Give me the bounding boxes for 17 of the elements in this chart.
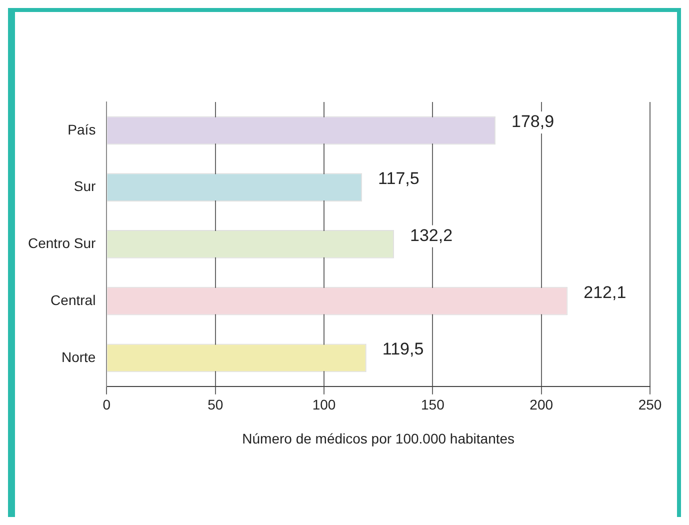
x-axis-title: Número de médicos por 100.000 habitantes: [242, 430, 515, 446]
data-label: 132,2: [410, 226, 453, 245]
y-tick-label: Centro Sur: [28, 235, 96, 252]
y-tick-label: Central: [50, 292, 96, 308]
data-label: 119,5: [382, 340, 424, 359]
data-label: 212,1: [584, 282, 626, 302]
x-tick-label: 0: [102, 396, 111, 413]
y-tick-label: Sur: [74, 178, 96, 194]
x-tick-label: 250: [638, 396, 662, 413]
y-tick-label: Norte: [61, 348, 96, 365]
x-tick-label: 100: [312, 396, 336, 413]
data-label: 178,9: [511, 112, 554, 132]
x-tick-label: 200: [530, 396, 554, 413]
data-label: 117,5: [378, 169, 420, 188]
x-tick-label: 50: [208, 396, 224, 413]
y-tick-label: País: [68, 121, 96, 138]
x-tick-label: 150: [421, 396, 445, 413]
